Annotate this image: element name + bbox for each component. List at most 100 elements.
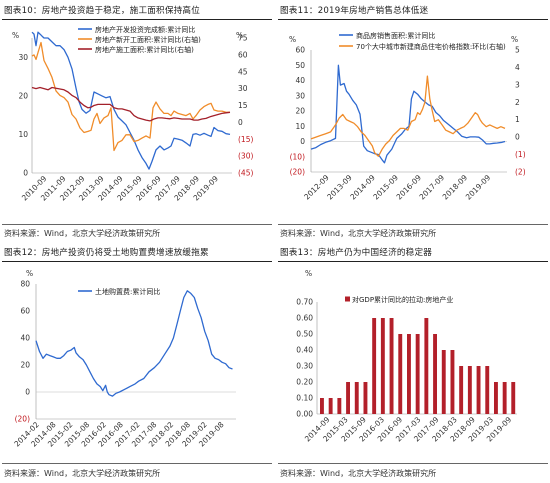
figure-13-source: 资料来源：Wind，北京大学经济政策研究所	[280, 469, 437, 478]
left-tick-label: 20	[20, 361, 30, 370]
legend-label: 房地产新开工面积:累计同比(右轴)	[95, 35, 201, 44]
left-tick-label: 10	[295, 122, 305, 131]
x-tick-label: 2019-09	[464, 173, 493, 202]
bar	[407, 334, 411, 414]
figure-12-title: 图表12：房地产投资仍将受土地购置费增速放缓拖累	[4, 248, 209, 258]
right-tick-label: (2)	[515, 168, 526, 177]
legend-label: 土地购置费:累计同比	[95, 287, 160, 296]
right-tick-label: 15	[238, 101, 248, 110]
bar	[494, 382, 498, 414]
left-tick-label: 0.30	[296, 362, 313, 371]
series-line-1	[310, 64, 506, 164]
left-tick-label: 0.40	[296, 346, 313, 355]
right-axis-unit: %	[511, 35, 518, 44]
left-tick-label: 30	[295, 91, 305, 100]
left-tick-label: 0	[300, 137, 305, 146]
left-tick-label: 0.20	[296, 378, 313, 387]
bar	[320, 398, 324, 414]
figure-12-bottom-rule	[2, 463, 272, 464]
figure-10-bottom-rule	[2, 224, 272, 225]
left-tick-label: 80	[20, 280, 30, 289]
right-tick-label: 0	[515, 133, 520, 142]
bar	[415, 334, 420, 414]
left-axis-unit: %	[289, 35, 296, 44]
figure-11-bottom-rule	[278, 224, 548, 225]
left-axis-unit: %	[305, 269, 312, 278]
series-line-3	[31, 86, 231, 122]
right-axis-unit: %	[236, 31, 243, 40]
legend-box	[74, 24, 224, 58]
figure-13-title: 图表13：房地产仍为中国经济的稳定器	[280, 248, 433, 258]
bar	[337, 398, 342, 414]
left-tick-label: 0	[23, 169, 28, 178]
left-tick-label: 0.50	[296, 330, 313, 339]
bar	[485, 366, 490, 414]
bar	[328, 398, 333, 414]
left-tick-label: 40	[295, 76, 305, 85]
bar	[441, 350, 446, 414]
right-tick-label: 0	[238, 118, 243, 127]
left-tick-label: (20)	[290, 168, 305, 177]
left-tick-label: 0.60	[296, 314, 313, 323]
bar	[389, 318, 394, 414]
left-tick-label: 30	[18, 53, 28, 62]
right-tick-label: 75	[238, 34, 248, 43]
right-tick-label: (15)	[238, 135, 253, 144]
bar	[354, 382, 359, 414]
series-line-1	[31, 31, 231, 170]
left-tick-label: 0.00	[296, 410, 313, 419]
left-tick-label: 40	[20, 334, 30, 343]
bar	[346, 382, 350, 414]
bar	[372, 318, 377, 414]
figure-13-chart: %0.700.600.500.400.300.200.100.002014-09…	[296, 269, 517, 444]
bar	[476, 366, 481, 414]
right-tick-label: 4	[515, 63, 520, 72]
bar	[467, 366, 472, 414]
bar	[433, 334, 437, 414]
left-tick-label: 60	[20, 307, 30, 316]
bar	[380, 318, 385, 414]
figure-11-chart: % %6050403020100(10)(20)543210(1)(2)2012-…	[289, 30, 526, 202]
figure-11-source: 资料来源：Wind，北京大学经济政策研究所	[280, 229, 437, 238]
left-tick-label: 0	[25, 388, 30, 397]
figure-10-title-rule	[2, 19, 272, 20]
left-tick-label: 10	[18, 130, 28, 139]
right-tick-label: 2	[515, 98, 520, 107]
legend-label: 商品房销售面积:累计同比	[356, 31, 435, 40]
legend-label: 对GDP累计同比的拉动:房地产业	[352, 295, 453, 304]
series-line-2	[310, 75, 506, 157]
left-axis-unit: %	[26, 269, 33, 278]
right-tick-label: 30	[238, 84, 248, 93]
bar	[424, 318, 429, 414]
right-tick-label: 45	[238, 67, 248, 76]
bar	[450, 350, 455, 414]
bar	[398, 334, 403, 414]
figure-10-source: 资料来源：Wind，北京大学经济政策研究所	[4, 229, 161, 238]
legend-label: 70个大中城市新建商品住宅价格指数:环比(右轴)	[356, 42, 506, 51]
right-tick-label: 5	[515, 46, 520, 55]
figure-12-source: 资料来源：Wind，北京大学经济政策研究所	[4, 469, 161, 478]
figure-13-bottom-rule	[278, 463, 548, 464]
left-tick-label: 20	[18, 91, 28, 100]
legend-label: 房地产施工面积:累计同比(右轴)	[95, 45, 194, 54]
left-tick-label: 60	[295, 46, 305, 55]
legend-box	[335, 30, 485, 56]
bar	[363, 382, 368, 414]
right-tick-label: (45)	[238, 169, 253, 178]
figure-10-title: 图表10：房地产投资趋于稳定，施工面积保持高位	[4, 6, 201, 16]
bar	[459, 366, 464, 414]
bar	[502, 382, 507, 414]
right-tick-label: 60	[238, 50, 248, 59]
right-tick-label: (30)	[238, 152, 253, 161]
left-tick-label: 20	[295, 107, 305, 116]
legend-swatch	[345, 296, 350, 302]
figure-10-chart: % %010203075604530150(15)(30)(45)2010-092…	[12, 24, 253, 203]
figure-12-title-rule	[2, 261, 272, 262]
figure-11-title-rule	[278, 19, 548, 20]
series-line-1	[35, 290, 233, 397]
left-tick-label: 0.70	[296, 298, 313, 307]
figure-11-title: 图表11：2019年房地产销售总体低迷	[280, 6, 429, 16]
left-tick-label: 0.10	[296, 394, 313, 403]
figure-12-chart: %806040200(20)2014-022014-082015-022015-…	[12, 269, 236, 449]
